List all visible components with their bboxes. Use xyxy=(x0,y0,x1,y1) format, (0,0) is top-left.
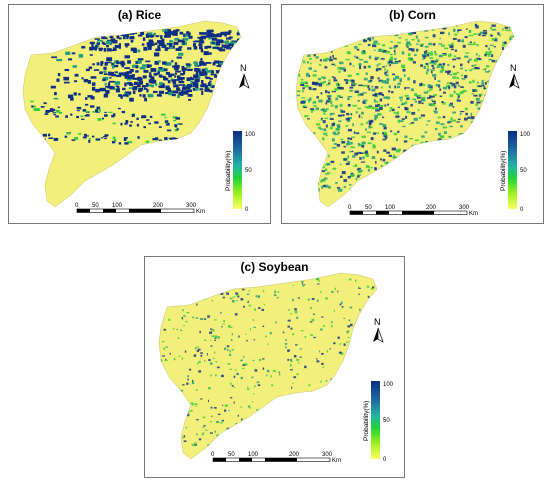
panel-title: (c) Soybean xyxy=(240,260,309,274)
scale-label: 300 xyxy=(459,205,470,211)
north-arrow: N xyxy=(509,63,520,89)
region-map xyxy=(158,272,378,460)
north-arrow: N xyxy=(373,317,384,343)
map-panel-soybean: (c) Soybean N 100 50 0 Probability(%) xyxy=(144,256,405,478)
legend-colorbar xyxy=(508,131,517,209)
soybean-map-svg: N 100 50 0 Probability(%) 0 50 xyxy=(158,272,394,464)
scale-label: 100 xyxy=(112,203,123,209)
legend-max: 100 xyxy=(520,132,531,138)
legend-mid: 50 xyxy=(245,168,252,174)
scale-label: 100 xyxy=(385,205,396,211)
scale-unit: Km xyxy=(196,209,205,215)
north-arrow: N xyxy=(239,63,250,89)
legend-min: 0 xyxy=(245,207,249,213)
scale-label: 200 xyxy=(153,203,164,209)
legend-title: Probability(%) xyxy=(500,151,507,191)
scalebar: 0 50 100 200 300 Km xyxy=(75,203,205,215)
map-panel-corn: (b) Corn N 100 50 0 Probability(%) xyxy=(281,4,544,224)
map-panel-rice: (a) Rice N 100 50 0 Probability(%) xyxy=(8,4,271,224)
legend-max: 100 xyxy=(245,132,256,138)
legend: 100 50 0 Probability(%) xyxy=(500,131,531,213)
scale-label: 0 xyxy=(211,452,215,458)
panel-title: (a) Rice xyxy=(117,8,162,22)
scale-label: 50 xyxy=(365,205,372,211)
scale-label: 200 xyxy=(289,452,300,458)
scale-label: 100 xyxy=(248,452,259,458)
corn-map-svg: N 100 50 0 Probability(%) 0 50 xyxy=(295,20,531,217)
scalebar: 0 50 100 200 300 Km xyxy=(211,452,341,464)
legend-mid: 50 xyxy=(383,418,390,424)
scale-label: 0 xyxy=(75,203,79,209)
region-map xyxy=(22,20,242,208)
rice-map-svg: N 100 50 0 Probability(%) 0 50 xyxy=(22,20,256,215)
legend-colorbar xyxy=(233,131,242,209)
legend-title: Probability(%) xyxy=(363,401,370,441)
panel-title: (b) Corn xyxy=(389,8,436,22)
legend: 100 50 0 Probability(%) xyxy=(363,381,394,463)
scale-label: 0 xyxy=(348,205,352,211)
legend-mid: 50 xyxy=(520,168,527,174)
legend-max: 100 xyxy=(383,382,394,388)
north-label: N xyxy=(240,63,247,73)
scale-label: 300 xyxy=(186,203,197,209)
scale-unit: Km xyxy=(469,211,478,217)
legend-colorbar xyxy=(371,381,380,459)
scale-label: 50 xyxy=(228,452,235,458)
north-label: N xyxy=(374,317,381,327)
scale-label: 200 xyxy=(426,205,437,211)
legend: 100 50 0 Probability(%) xyxy=(225,131,256,213)
scale-label: 300 xyxy=(322,452,333,458)
scale-label: 50 xyxy=(92,203,99,209)
legend-min: 0 xyxy=(383,457,387,463)
scale-unit: Km xyxy=(332,458,341,464)
legend-min: 0 xyxy=(520,207,524,213)
scalebar: 0 50 100 200 300 Km xyxy=(348,205,478,217)
legend-title: Probability(%) xyxy=(225,151,232,191)
region-map xyxy=(295,20,515,208)
north-label: N xyxy=(510,63,517,73)
